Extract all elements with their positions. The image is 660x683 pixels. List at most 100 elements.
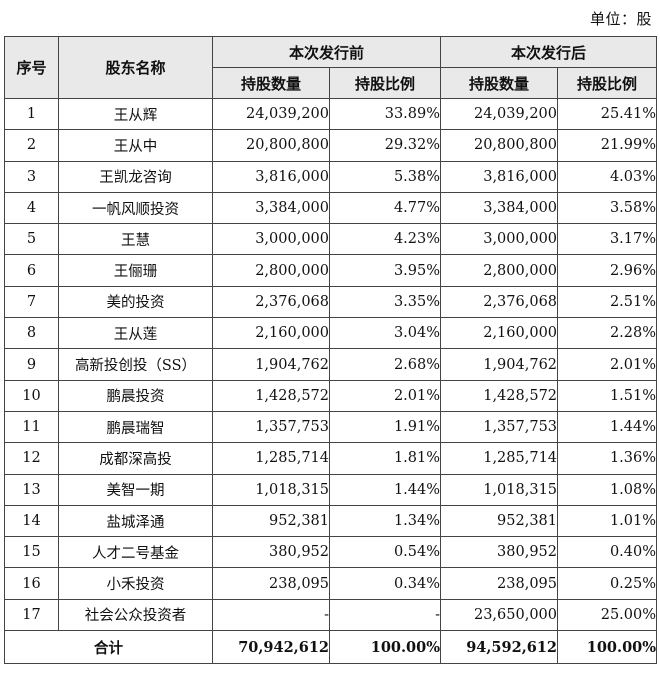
cell-before-ratio: 0.34% <box>328 567 442 600</box>
cell-before-shares: 24,039,200 <box>212 97 330 131</box>
cell-holder-name: 王从中 <box>58 129 213 162</box>
cell-before-ratio: 2.68% <box>328 348 442 381</box>
cell-after-ratio: 1.08% <box>557 473 658 506</box>
table-row: 4 一帆风顺投资 3,384,000 4.77% 3,384,000 3.58% <box>4 191 658 225</box>
cell-seq: 8 <box>4 317 59 350</box>
cell-before-ratio: 33.89% <box>328 97 442 131</box>
cell-holder-name: 美的投资 <box>58 285 213 319</box>
total-label: 合计 <box>4 630 213 665</box>
cell-before-shares: - <box>212 598 330 632</box>
table-row: 5 王慧 3,000,000 4.23% 3,000,000 3.17% <box>4 223 658 256</box>
cell-after-ratio: 0.40% <box>557 536 658 569</box>
cell-seq: 12 <box>4 442 59 475</box>
cell-holder-name: 社会公众投资者 <box>58 598 213 632</box>
table-row: 8 王从莲 2,160,000 3.04% 2,160,000 2.28% <box>4 317 658 350</box>
cell-before-shares: 2,376,068 <box>212 285 330 319</box>
cell-after-shares: 238,095 <box>440 567 559 600</box>
cell-holder-name: 人才二号基金 <box>58 536 213 569</box>
cell-before-ratio: 3.35% <box>328 285 442 319</box>
table-row: 11 鹏晨瑞智 1,357,753 1.91% 1,357,753 1.44% <box>4 410 658 444</box>
cell-seq: 5 <box>4 223 59 256</box>
cell-before-ratio: 4.77% <box>328 191 442 225</box>
cell-before-shares: 3,384,000 <box>212 191 330 225</box>
cell-holder-name: 王慧 <box>58 223 213 256</box>
cell-seq: 15 <box>4 536 59 569</box>
cell-after-shares: 24,039,200 <box>440 97 559 131</box>
total-after-shares: 94,592,612 <box>440 630 559 665</box>
cell-after-shares: 2,800,000 <box>440 254 559 287</box>
cell-holder-name: 王凯龙咨询 <box>58 160 213 193</box>
cell-after-shares: 20,800,800 <box>440 129 559 162</box>
cell-before-shares: 380,952 <box>212 536 330 569</box>
cell-after-shares: 3,384,000 <box>440 191 559 225</box>
cell-after-ratio: 2.01% <box>557 348 658 381</box>
cell-before-ratio: 0.54% <box>328 536 442 569</box>
cell-after-shares: 952,381 <box>440 504 559 538</box>
header-before: 本次发行前 <box>211 36 442 68</box>
total-before-shares: 70,942,612 <box>212 630 330 665</box>
cell-seq: 1 <box>4 97 59 131</box>
cell-after-ratio: 1.01% <box>557 504 658 538</box>
table-row: 2 王从中 20,800,800 29.32% 20,800,800 21.99% <box>4 129 658 162</box>
cell-seq: 7 <box>4 285 59 319</box>
cell-seq: 13 <box>4 473 59 506</box>
cell-before-shares: 952,381 <box>212 504 330 538</box>
cell-seq: 16 <box>4 567 59 600</box>
table-header: 序号 股东名称 本次发行前 本次发行后 持股数量 持股比例 持股数量 持股比例 <box>4 36 658 99</box>
cell-before-ratio: 1.81% <box>328 442 442 475</box>
cell-after-ratio: 1.44% <box>557 410 658 444</box>
cell-before-ratio: 5.38% <box>328 160 442 193</box>
cell-before-shares: 3,816,000 <box>212 160 330 193</box>
cell-after-ratio: 4.03% <box>557 160 658 193</box>
header-after: 本次发行后 <box>440 36 658 68</box>
cell-after-ratio: 3.58% <box>557 191 658 225</box>
table-row: 16 小禾投资 238,095 0.34% 238,095 0.25% <box>4 567 658 600</box>
cell-seq: 10 <box>4 379 59 412</box>
cell-before-shares: 1,357,753 <box>212 410 330 444</box>
cell-holder-name: 一帆风顺投资 <box>58 191 213 225</box>
table-row: 12 成都深高投 1,285,714 1.81% 1,285,714 1.36% <box>4 442 658 475</box>
cell-seq: 9 <box>4 348 59 381</box>
cell-before-ratio: 4.23% <box>328 223 442 256</box>
cell-seq: 14 <box>4 504 59 538</box>
table-row: 17 社会公众投资者 - -23,650,000 25.00% <box>4 598 658 632</box>
cell-before-shares: 3,000,000 <box>212 223 330 256</box>
cell-after-shares: 3,000,000 <box>440 223 559 256</box>
cell-seq: 2 <box>4 129 59 162</box>
cell-before-shares: 1,428,572 <box>212 379 330 412</box>
cell-before-ratio: 1.91% <box>328 410 442 444</box>
cell-holder-name: 美智一期 <box>58 473 213 506</box>
cell-after-shares: 1,904,762 <box>440 348 559 381</box>
cell-seq: 6 <box>4 254 59 287</box>
cell-after-shares: 2,376,068 <box>440 285 559 319</box>
table-row: 13 美智一期 1,018,315 1.44% 1,018,315 1.08% <box>4 473 658 506</box>
cell-holder-name: 王从辉 <box>58 97 213 131</box>
unit-label: 单位：股 <box>589 10 652 28</box>
cell-before-shares: 2,160,000 <box>212 317 330 350</box>
cell-seq: 17 <box>4 598 59 632</box>
header-before-shares: 持股数量 <box>212 67 330 99</box>
table-row: 14 盐城泽通 952,381 1.34% 952,381 1.01% <box>4 504 658 538</box>
cell-after-ratio: 2.28% <box>557 317 658 350</box>
table-row: 10 鹏晨投资 1,428,572 2.01% 1,428,572 1.51% <box>4 379 658 412</box>
header-after-shares: 持股数量 <box>440 67 559 99</box>
cell-after-shares: 3,816,000 <box>440 160 559 193</box>
cell-after-ratio: 1.51% <box>557 379 658 412</box>
cell-holder-name: 高新投创投（SS） <box>58 348 213 381</box>
cell-before-shares: 1,904,762 <box>212 348 330 381</box>
cell-after-shares: 23,650,000 <box>440 598 559 632</box>
table-row: 3 王凯龙咨询 3,816,000 5.38% 3,816,000 4.03% <box>4 160 658 193</box>
header-after-ratio: 持股比例 <box>557 67 658 99</box>
cell-after-ratio: 3.17% <box>557 223 658 256</box>
cell-before-ratio: 1.44% <box>328 473 442 506</box>
cell-after-shares: 380,952 <box>440 536 559 569</box>
cell-after-ratio: 2.96% <box>557 254 658 287</box>
cell-before-shares: 238,095 <box>212 567 330 600</box>
cell-after-ratio: 21.99% <box>557 129 658 162</box>
cell-holder-name: 王俪珊 <box>58 254 213 287</box>
header-seq: 序号 <box>4 36 59 99</box>
header-holder: 股东名称 <box>58 36 213 99</box>
cell-holder-name: 鹏晨投资 <box>58 379 213 412</box>
cell-before-ratio: 3.95% <box>328 254 442 287</box>
cell-after-ratio: 0.25% <box>557 567 658 600</box>
